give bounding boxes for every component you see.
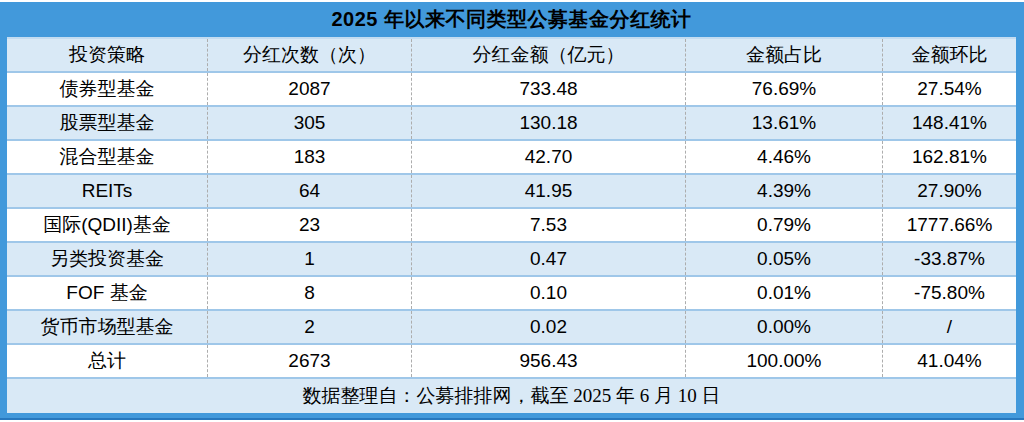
table-row: REITs 64 41.95 4.39% 27.90% xyxy=(7,173,1016,207)
cell-mom: 162.81% xyxy=(882,141,1016,173)
table-row: 混合型基金 183 42.70 4.46% 162.81% xyxy=(7,139,1016,173)
cell-strategy: REITs xyxy=(7,175,207,207)
cell-amount: 42.70 xyxy=(411,141,685,173)
cell-mom: 41.04% xyxy=(882,345,1016,377)
cell-strategy: 国际(QDII)基金 xyxy=(7,209,207,241)
cell-amount: 733.48 xyxy=(411,73,685,105)
cell-count: 2087 xyxy=(207,73,411,105)
cell-strategy: 股票型基金 xyxy=(7,107,207,139)
column-header-amount-share: 金额占比 xyxy=(685,39,882,71)
table-row: 另类投资基金 1 0.47 0.05% -33.87% xyxy=(7,241,1016,275)
cell-count: 23 xyxy=(207,209,411,241)
table-title: 2025 年以来不同类型公募基金分红统计 xyxy=(7,2,1016,37)
cell-mom: 148.41% xyxy=(882,107,1016,139)
cell-amount: 41.95 xyxy=(411,175,685,207)
table-row: 股票型基金 305 130.18 13.61% 148.41% xyxy=(7,105,1016,139)
cell-mom: 1777.66% xyxy=(882,209,1016,241)
cell-count: 8 xyxy=(207,277,411,309)
cell-count: 1 xyxy=(207,243,411,275)
column-header-amount-mom: 金额环比 xyxy=(882,39,1016,71)
cell-strategy: 总计 xyxy=(7,345,207,377)
cell-strategy: 债券型基金 xyxy=(7,73,207,105)
column-header-dividend-amount: 分红金额（亿元） xyxy=(411,39,685,71)
cell-share: 0.01% xyxy=(685,277,882,309)
cell-mom: -33.87% xyxy=(882,243,1016,275)
table-row: 债券型基金 2087 733.48 76.69% 27.54% xyxy=(7,71,1016,105)
cell-share: 0.00% xyxy=(685,311,882,343)
cell-amount: 7.53 xyxy=(411,209,685,241)
cell-mom: -75.80% xyxy=(882,277,1016,309)
table-header-row: 投资策略 分红次数（次） 分红金额（亿元） 金额占比 金额环比 xyxy=(7,37,1016,71)
table-row: 国际(QDII)基金 23 7.53 0.79% 1777.66% xyxy=(7,207,1016,241)
cell-count: 305 xyxy=(207,107,411,139)
cell-count: 2 xyxy=(207,311,411,343)
cell-amount: 0.02 xyxy=(411,311,685,343)
cell-share: 13.61% xyxy=(685,107,882,139)
table-row: 货币市场型基金 2 0.02 0.00% / xyxy=(7,309,1016,343)
cell-strategy: FOF 基金 xyxy=(7,277,207,309)
cell-share: 76.69% xyxy=(685,73,882,105)
table-row-total: 总计 2673 956.43 100.00% 41.04% xyxy=(7,343,1016,377)
cell-strategy: 混合型基金 xyxy=(7,141,207,173)
cell-share: 4.46% xyxy=(685,141,882,173)
cell-mom: / xyxy=(882,311,1016,343)
cell-amount: 130.18 xyxy=(411,107,685,139)
dividend-stats-table: 投资策略 分红次数（次） 分红金额（亿元） 金额占比 金额环比 债券型基金 20… xyxy=(7,37,1016,413)
cell-share: 100.00% xyxy=(685,345,882,377)
column-header-dividend-count: 分红次数（次） xyxy=(207,39,411,71)
cell-count: 64 xyxy=(207,175,411,207)
cell-mom: 27.54% xyxy=(882,73,1016,105)
table-frame: 2025 年以来不同类型公募基金分红统计 投资策略 分红次数（次） 分红金额（亿… xyxy=(0,2,1024,420)
cell-share: 0.79% xyxy=(685,209,882,241)
column-header-strategy: 投资策略 xyxy=(7,39,207,71)
cell-amount: 0.10 xyxy=(411,277,685,309)
cell-amount: 956.43 xyxy=(411,345,685,377)
table-footnote: 数据整理自：公募排排网，截至 2025 年 6 月 10 日 xyxy=(7,377,1016,413)
cell-share: 4.39% xyxy=(685,175,882,207)
cell-count: 183 xyxy=(207,141,411,173)
cell-strategy: 另类投资基金 xyxy=(7,243,207,275)
cell-count: 2673 xyxy=(207,345,411,377)
cell-strategy: 货币市场型基金 xyxy=(7,311,207,343)
cell-mom: 27.90% xyxy=(882,175,1016,207)
cell-amount: 0.47 xyxy=(411,243,685,275)
cell-share: 0.05% xyxy=(685,243,882,275)
table-row: FOF 基金 8 0.10 0.01% -75.80% xyxy=(7,275,1016,309)
